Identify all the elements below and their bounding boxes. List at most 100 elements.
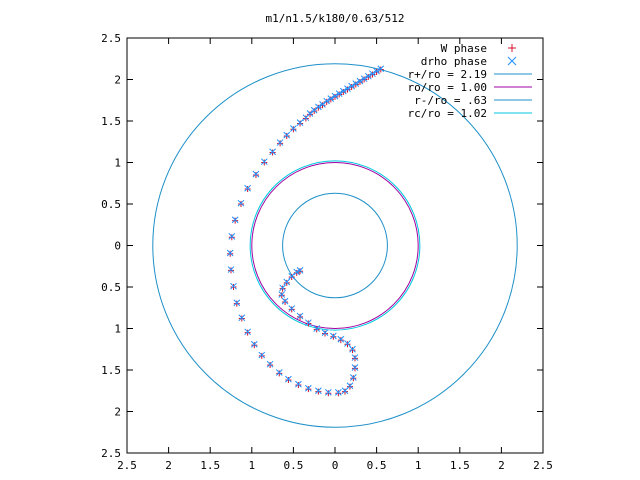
drho-phase-point <box>296 119 304 127</box>
legend-label: W phase <box>441 42 487 55</box>
legend-label: drho phase <box>421 55 487 68</box>
drho-phase-point <box>349 374 357 381</box>
x-tick-label: 1 <box>415 459 422 472</box>
drho-phase-point <box>295 380 302 388</box>
drho-phase-point <box>296 267 304 274</box>
drho-phase-point <box>339 87 347 95</box>
w-phase-point <box>228 267 234 274</box>
y-tick-label: 1 <box>114 323 121 336</box>
drho-phase-point <box>227 266 235 273</box>
w-phase-point <box>351 365 358 372</box>
drho-phase-point <box>344 85 351 92</box>
drho-phase-point <box>279 284 286 292</box>
drho-phase-point <box>377 65 385 73</box>
drho-phase-point <box>288 272 296 280</box>
drho-phase-point <box>278 291 286 298</box>
drho-phase-point <box>233 299 241 307</box>
drho-phase-point <box>228 233 236 240</box>
drho-phase-point <box>252 170 260 178</box>
drho-phase-point <box>351 364 359 371</box>
w-phase-point <box>305 320 312 327</box>
drho-phase-point <box>369 70 376 78</box>
w-phase-point <box>325 390 332 397</box>
drho-phase-point <box>327 95 335 102</box>
drho-phase-point <box>315 387 322 395</box>
drho-phase-point <box>250 340 258 348</box>
circle-r-curve <box>152 63 518 428</box>
drho-phase-point <box>260 158 268 166</box>
legend-label: ro/ro = 1.00 <box>408 81 487 94</box>
drho-phase-point <box>283 278 291 286</box>
w-phase-point <box>237 201 244 207</box>
w-phase-point <box>349 347 356 354</box>
drho-phase-point <box>288 305 296 312</box>
drho-phase-point <box>331 92 339 100</box>
drho-phase-point <box>244 328 251 336</box>
x-tick-label: 2.5 <box>533 459 553 472</box>
drho-phase-point <box>231 216 239 224</box>
w-phase-point <box>282 298 289 305</box>
w-phase-point <box>315 388 322 395</box>
circle-r-curve <box>282 192 388 299</box>
legend-label: r-/ro = .63 <box>414 94 487 107</box>
w-phase-point <box>269 149 276 156</box>
drho-phase-point <box>244 184 251 192</box>
drho-phase-point <box>329 332 337 340</box>
drho-phase-point <box>281 297 289 305</box>
w-phase-point <box>288 306 295 313</box>
drho-phase-point <box>305 384 312 392</box>
y-tick-label: 0.5 <box>101 281 121 294</box>
w-phase-point <box>341 388 348 395</box>
w-phase-point <box>297 313 304 320</box>
w-phase-point <box>346 383 353 390</box>
drho-phase-point <box>334 389 342 396</box>
x-tick-label: 0.5 <box>367 459 387 472</box>
w-phase-point <box>267 362 274 369</box>
w-phase-point <box>244 329 251 336</box>
drho-phase-point <box>275 369 283 376</box>
drho-phase-point <box>283 131 291 139</box>
w-phase-point <box>258 352 265 359</box>
w-phase-point <box>351 355 358 362</box>
axis-ticks: 2.5 2 1.5 1 0.5 0 0.5 1 1.5 2 2.52.521.510.500.511… <box>101 32 553 472</box>
y-tick-label: 2 <box>114 406 121 419</box>
drho-phase-point <box>296 312 304 320</box>
drho-phase-point <box>313 325 321 332</box>
drho-phase-series <box>226 65 385 396</box>
w-phase-point <box>252 171 259 178</box>
w-phase-point <box>278 292 285 299</box>
circle-ro-curve <box>251 162 419 329</box>
w-phase-point <box>290 126 297 133</box>
w-phase-point <box>285 376 292 383</box>
w-phase-point <box>307 111 314 118</box>
x-tick-label: 1.5 <box>200 459 220 472</box>
drho-phase-point <box>230 282 237 290</box>
drho-phase-point <box>351 354 359 361</box>
w-phase-series <box>227 66 384 397</box>
y-tick-label: 2.5 <box>101 447 121 460</box>
w-phase-point <box>337 337 344 344</box>
drho-phase-point <box>258 351 266 359</box>
drho-phase-point <box>360 75 368 83</box>
drho-phase-point <box>349 345 356 353</box>
chart-title: m1/n1.5/k180/0.63/512 <box>265 12 404 25</box>
circle-rc-curve <box>249 160 421 331</box>
legend-swatch <box>508 44 516 52</box>
drho-phase-point <box>238 314 246 322</box>
drho-phase-point <box>319 101 326 108</box>
drho-phase-point <box>373 67 380 75</box>
w-phase-point <box>283 279 290 286</box>
drho-phase-point <box>335 90 343 97</box>
drho-phase-point <box>305 319 312 327</box>
w-phase-point <box>261 159 268 166</box>
drho-phase-point <box>293 268 301 276</box>
w-phase-point <box>293 269 300 276</box>
w-phase-point <box>313 326 320 333</box>
drho-phase-point <box>323 97 331 105</box>
drho-phase-point <box>310 106 318 114</box>
drho-phase-point <box>364 72 372 80</box>
legend-label: rc/ro = 1.02 <box>408 107 487 120</box>
drho-phase-point <box>290 125 297 132</box>
